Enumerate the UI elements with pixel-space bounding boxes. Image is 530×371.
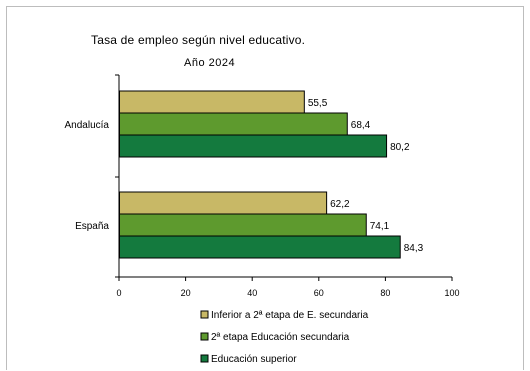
- bar: [119, 213, 367, 237]
- x-tick-label: 100: [444, 288, 459, 298]
- bar: [119, 191, 328, 215]
- x-tick-label: 40: [247, 288, 257, 298]
- chart-subtitle: Año 2024: [184, 57, 235, 69]
- bar: [119, 235, 401, 259]
- bar-value-label: 55,5: [308, 98, 328, 109]
- chart-title: Tasa de empleo según nivel educativo.: [91, 33, 305, 47]
- x-tick-label: 60: [314, 288, 324, 298]
- chart-frame: Tasa de empleo según nivel educativo. Añ…: [6, 6, 524, 370]
- bar: [119, 112, 348, 136]
- legend-entry: Inferior a 2ª etapa de E. secundaria: [211, 310, 369, 321]
- bar-value-label: 84,3: [404, 243, 424, 254]
- x-tick-label: 80: [380, 288, 390, 298]
- legend-swatch: [200, 354, 209, 363]
- legend-swatch: [200, 310, 209, 319]
- x-tick-label: 20: [181, 288, 191, 298]
- bar-value-label: 80,2: [390, 142, 410, 153]
- category-label: España: [75, 221, 109, 232]
- x-tick-label: 0: [116, 288, 121, 298]
- bar: [119, 134, 388, 158]
- bar-value-label: 74,1: [370, 221, 390, 232]
- bar-chart: Tasa de empleo según nivel educativo. Añ…: [65, 33, 460, 365]
- legend-swatch: [200, 332, 209, 341]
- legend-entry: 2ª etapa Educación secundaria: [211, 332, 350, 343]
- category-label: Andalucía: [65, 120, 110, 131]
- bar-value-label: 68,4: [351, 120, 371, 131]
- bar: [119, 90, 305, 114]
- bar-value-label: 62,2: [330, 199, 350, 210]
- legend-entry: Educación superior: [211, 354, 297, 365]
